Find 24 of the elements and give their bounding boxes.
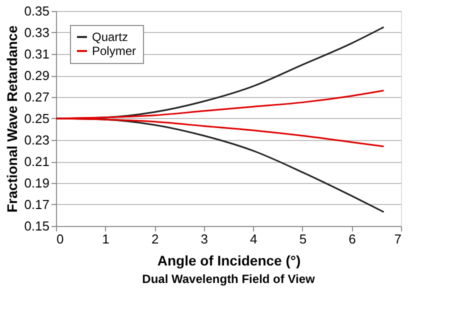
x-tick-label: 2 bbox=[151, 232, 159, 246]
y-tick-label: 0.25 bbox=[24, 111, 50, 126]
x-axis-title: Angle of Incidence (°) bbox=[157, 252, 301, 268]
y-tick-label: 0.33 bbox=[24, 25, 50, 40]
x-tick-label: 3 bbox=[200, 232, 208, 246]
y-tick-label: 0.23 bbox=[24, 132, 50, 148]
x-tick-label: 6 bbox=[348, 232, 356, 246]
legend-label: Polymer bbox=[92, 44, 136, 58]
x-tick-label: 7 bbox=[394, 232, 402, 246]
y-tick-label: 0.19 bbox=[24, 176, 50, 190]
x-tick-label: 1 bbox=[102, 232, 110, 246]
text: Dual Wavelength Field of View bbox=[142, 272, 316, 286]
y-tick-label: 0.35 bbox=[24, 4, 50, 18]
y-tick-label: 0.27 bbox=[24, 90, 50, 104]
y-tick-label: 0.15 bbox=[24, 218, 50, 234]
x-tick-label: 5 bbox=[299, 232, 307, 246]
y-tick-label: 0.31 bbox=[24, 46, 50, 62]
x-tick-label: 0 bbox=[56, 232, 64, 246]
y-tick-label: 0.17 bbox=[24, 197, 50, 212]
x-tick-label: 4 bbox=[250, 232, 258, 246]
y-tick-label: 0.29 bbox=[24, 68, 50, 83]
legend-label: Quartz bbox=[92, 30, 128, 44]
y-tick-label: 0.21 bbox=[24, 154, 50, 169]
y-axis-title: Fractional Wave Retardance bbox=[4, 25, 20, 212]
